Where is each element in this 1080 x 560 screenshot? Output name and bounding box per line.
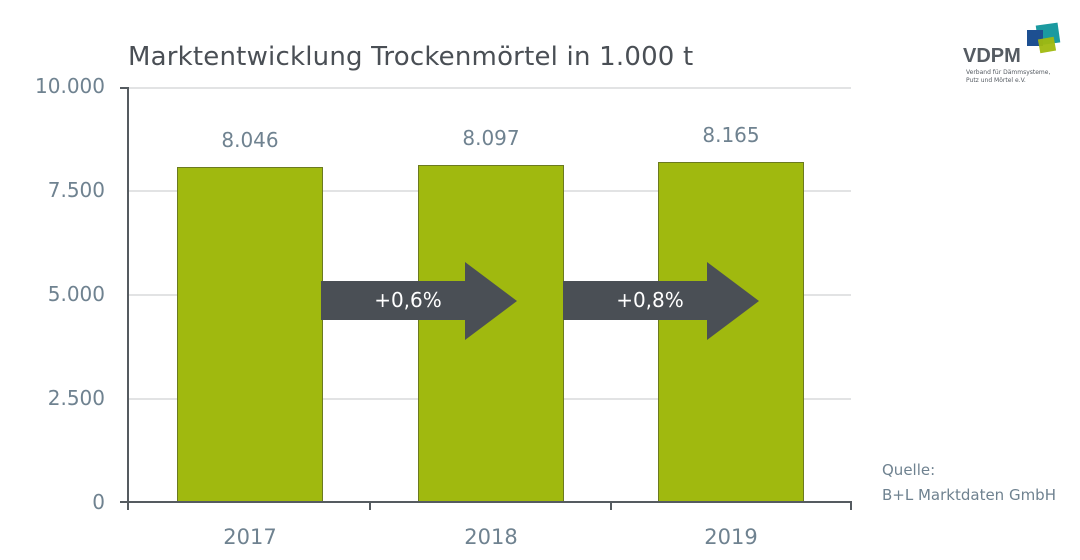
logo-name: VDPM (963, 45, 1021, 67)
vdpm-logo-icon (1027, 22, 1061, 54)
bar-value-label: 8.165 (702, 123, 760, 147)
growth-arrow-icon (563, 262, 759, 340)
growth-label-2019: +0,8% (616, 288, 684, 312)
y-tick-label: 0 (92, 490, 105, 514)
growth-arrow-icon (321, 262, 517, 340)
x-tick-mark (610, 501, 612, 510)
source-label: Quelle: (882, 461, 936, 479)
logo-subtitle-2: Putz und Mörtel e.V. (966, 77, 1026, 84)
x-tick-mark (850, 501, 852, 510)
y-tick-mark (120, 87, 128, 89)
x-tick-mark (369, 501, 371, 510)
bar-2017 (177, 167, 323, 502)
bar-2019 (658, 162, 804, 502)
x-tick-mark (127, 501, 129, 510)
growth-label-2018: +0,6% (374, 288, 442, 312)
bar-2018 (418, 165, 564, 502)
y-axis (127, 87, 129, 503)
gridline-10000 (128, 87, 851, 89)
x-label-2017: 2017 (223, 525, 277, 549)
y-tick-label: 7.500 (47, 178, 105, 202)
x-label-2019: 2019 (704, 525, 758, 549)
y-tick-label: 10.000 (35, 74, 105, 98)
source-value: B+L Marktdaten GmbH (882, 486, 1056, 504)
bar-value-label: 8.046 (221, 128, 279, 152)
logo-subtitle-1: Verband für Dämmsysteme, (966, 69, 1051, 76)
y-tick-label: 2.500 (47, 386, 105, 410)
x-axis (120, 501, 852, 503)
x-label-2018: 2018 (464, 525, 518, 549)
bar-value-label: 8.097 (462, 126, 520, 150)
y-tick-label: 5.000 (47, 282, 105, 306)
chart-title: Marktentwicklung Trockenmörtel in 1.000 … (128, 42, 694, 72)
